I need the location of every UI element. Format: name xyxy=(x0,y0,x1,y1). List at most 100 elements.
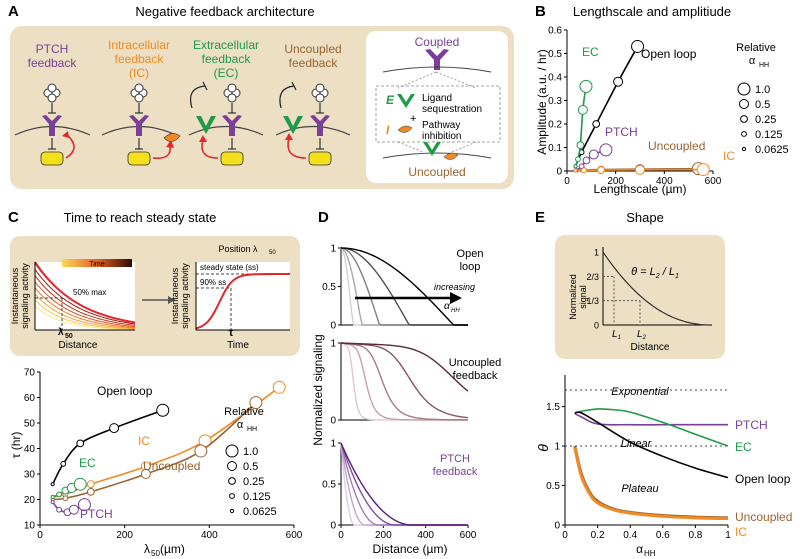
y-tick-label: 0.5 xyxy=(546,481,560,492)
e-inset-ylabel2: signal xyxy=(578,285,588,309)
profile-curve-open-loop xyxy=(340,247,468,326)
panel-letter-e: E xyxy=(535,209,545,226)
y-tick-label: 0 xyxy=(330,521,336,532)
x-tick-label: 0 xyxy=(338,530,344,541)
inset-50max: 50% max xyxy=(73,288,106,297)
y-tick-label: 0 xyxy=(556,167,562,178)
panel-letter-b: B xyxy=(535,3,546,20)
x-tick-label: 0.4 xyxy=(623,530,637,541)
y-tick-label: 0.5 xyxy=(322,282,336,293)
uncoupled-legend-icon xyxy=(423,142,441,156)
legend-entry: 0.0625 xyxy=(243,506,277,518)
col-ic-l2: feedback xyxy=(115,52,165,66)
c-xlabel-unit: (µm) xyxy=(160,542,185,556)
uncoupled-sequester-icon xyxy=(283,116,303,134)
inset-y-tick-label: 2/3 xyxy=(586,272,599,282)
inset-y-tick-label: 1 xyxy=(594,248,599,258)
legend-marker xyxy=(737,82,751,96)
col-ec-l2: feedback xyxy=(202,52,252,66)
panel-c-ylabel: τ (hr) xyxy=(9,432,23,459)
col-ic-l3: (IC) xyxy=(129,66,149,80)
series-label-uncoupled: Uncoupled xyxy=(735,510,792,524)
panel-letter-a: A xyxy=(8,3,19,20)
column-label-ptch: PTCH feedback xyxy=(28,42,78,70)
d-uncoupled-1: Uncoupled xyxy=(449,357,502,369)
target-box xyxy=(220,151,244,166)
data-point-open-loop xyxy=(631,39,645,53)
col-ptch-l1: PTCH xyxy=(36,42,69,56)
inset-ss90: 90% ss xyxy=(200,278,226,287)
y-tick-label: 0.3 xyxy=(548,96,562,107)
receptor-icon xyxy=(222,115,242,136)
target-box xyxy=(40,151,64,166)
hedgehog-ligand-icons xyxy=(43,83,329,103)
series-line-ec xyxy=(574,408,729,447)
legend-entry: 0.5 xyxy=(755,99,770,111)
panel-e: E Shape 01/32/31 θ = L2 / L1 L1 L2 Dista… xyxy=(535,209,792,558)
panel-c: C Time to reach steady state Time 50% ma… xyxy=(8,209,303,558)
col-ec-l1: Extracellular xyxy=(193,38,259,52)
x-tick-label: 600 xyxy=(286,530,303,541)
response-curve xyxy=(195,273,290,330)
e-formula-d: 1 xyxy=(675,273,679,280)
e-ylabel: θ xyxy=(535,444,551,452)
data-point-ptch xyxy=(68,504,79,515)
x-tick-label: 400 xyxy=(417,530,434,541)
inset-left-ylabel2: signaling activity xyxy=(20,263,30,329)
series-label-open-loop: Open loop xyxy=(97,384,153,398)
d-open-loop-1: Open xyxy=(457,248,484,260)
data-point-open-loop xyxy=(50,482,55,487)
e-inset-ylabel1: Normalized xyxy=(568,274,578,320)
legend-marker xyxy=(740,115,748,123)
target-gene-boxes xyxy=(40,151,332,166)
y-tick-label: 30 xyxy=(24,470,36,481)
d-increasing: increasing xyxy=(434,282,475,292)
data-point-ec xyxy=(575,156,581,163)
legend-marker xyxy=(741,131,747,137)
time-curve xyxy=(34,293,136,329)
legend-uncoupled: Uncoupled xyxy=(408,165,465,179)
b-legend-alpha: α xyxy=(749,55,756,67)
time-curve xyxy=(34,287,136,329)
receptor-icon xyxy=(42,115,62,136)
c-inset-right: Position λ 50 steady state (ss) 90% ss τ… xyxy=(170,244,290,351)
profile-curve-uncoupled-feedback xyxy=(340,342,469,392)
c-xlabel-sub: 50 xyxy=(151,549,160,558)
inset-right-ylabel2: signaling activity xyxy=(180,263,190,329)
x-tick-label: 200 xyxy=(607,176,624,187)
inset-right-title: Position λ xyxy=(218,244,258,254)
receptor-icon xyxy=(310,115,330,136)
data-point-ec xyxy=(56,491,62,498)
ligand-icon xyxy=(130,83,148,103)
legend-i-l1: Pathway xyxy=(422,120,460,131)
column-label-ic: Intracellular feedback (IC) xyxy=(108,38,170,80)
time-curve xyxy=(34,281,136,328)
d-alpha: α xyxy=(444,301,450,312)
chart-d: 0 0.5 1 0 1 0 0.5 1 0 200 400 600 xyxy=(322,244,477,542)
e-linear: Linear xyxy=(621,438,653,450)
legend-entry: 0.125 xyxy=(755,129,783,141)
legend-plus: + xyxy=(410,113,416,125)
series-label-ic: IC xyxy=(138,434,150,448)
e-formula: θ = L2 / L1 xyxy=(631,266,679,280)
panel-letter-c: C xyxy=(8,209,19,226)
time-curve xyxy=(34,275,136,326)
data-point-ic xyxy=(581,167,587,174)
y-tick-label: 1 xyxy=(554,442,560,453)
y-tick-label: 10 xyxy=(24,521,36,532)
e-exponential: Exponential xyxy=(611,386,669,398)
data-point-uncoupled xyxy=(62,495,69,502)
series-line-ic xyxy=(573,447,729,521)
legend-entry: 1.0 xyxy=(755,84,770,96)
series-label-uncoupled: Uncoupled xyxy=(143,459,200,473)
legend-entry: 0.5 xyxy=(243,461,258,473)
panel-c-xlabel: λ 50 (µm) xyxy=(144,542,185,558)
panel-b-xlabel: Lengthscale (µm) xyxy=(594,182,687,196)
y-tick-label: 0.4 xyxy=(548,73,562,84)
panel-b: B Lengthscale and amplitiude 0 200 400 6000… xyxy=(535,3,789,196)
data-point-ptch xyxy=(77,498,91,512)
b-legend-hh: HH xyxy=(759,62,769,69)
data-point-open-loop xyxy=(109,423,120,434)
ec-sequester-icon xyxy=(196,116,216,134)
time-colorbar xyxy=(62,259,132,267)
